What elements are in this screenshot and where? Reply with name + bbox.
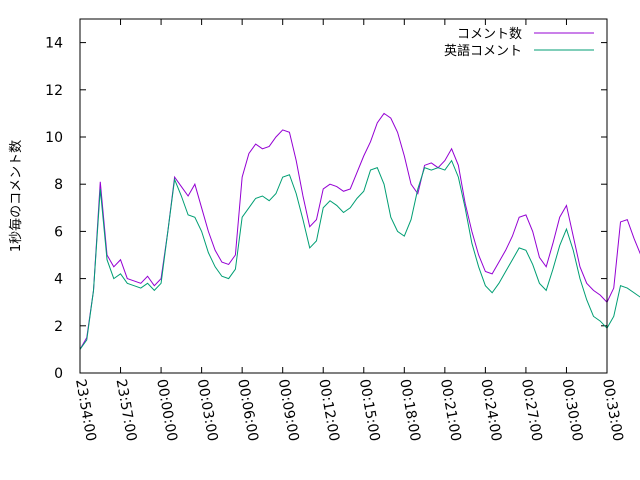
legend-label: コメント数 — [457, 27, 522, 42]
series-line-1 — [79, 112, 640, 350]
y-tick-label: 6 — [54, 224, 63, 240]
legend-label: 英語コメント — [444, 43, 522, 59]
x-tick-label: 00:06:00 — [234, 378, 261, 443]
y-tick-label: 2 — [54, 319, 63, 335]
y-tick-label: 10 — [45, 130, 63, 146]
y-tick-label: 4 — [54, 272, 63, 288]
x-tick-label: 00:00:00 — [153, 378, 180, 443]
y-tick-label: 8 — [54, 177, 63, 193]
x-tick-label: 00:33:00 — [599, 378, 626, 443]
plot-frame — [79, 18, 608, 374]
x-tick-label: 00:09:00 — [275, 378, 302, 443]
x-tick-label: 23:54:00 — [72, 378, 99, 443]
y-tick-label: 14 — [45, 36, 63, 52]
x-tick-label: 00:24:00 — [477, 378, 504, 443]
x-tick-label: 23:57:00 — [113, 378, 140, 443]
x-tick-label: 00:12:00 — [315, 378, 342, 443]
x-tick-label: 00:15:00 — [356, 378, 383, 443]
x-tick-label: 00:18:00 — [396, 378, 423, 443]
x-tick-label: 00:21:00 — [437, 378, 464, 443]
y-tick-label: 12 — [45, 83, 63, 99]
x-tick-label: 00:27:00 — [518, 378, 545, 443]
series-line-2 — [79, 159, 640, 350]
y-axis-label: 1秒毎のコメント数 — [8, 140, 24, 252]
y-tick-label: 0 — [54, 366, 63, 382]
x-tick-label: 00:03:00 — [194, 378, 221, 443]
x-tick-label: 00:30:00 — [559, 378, 586, 443]
